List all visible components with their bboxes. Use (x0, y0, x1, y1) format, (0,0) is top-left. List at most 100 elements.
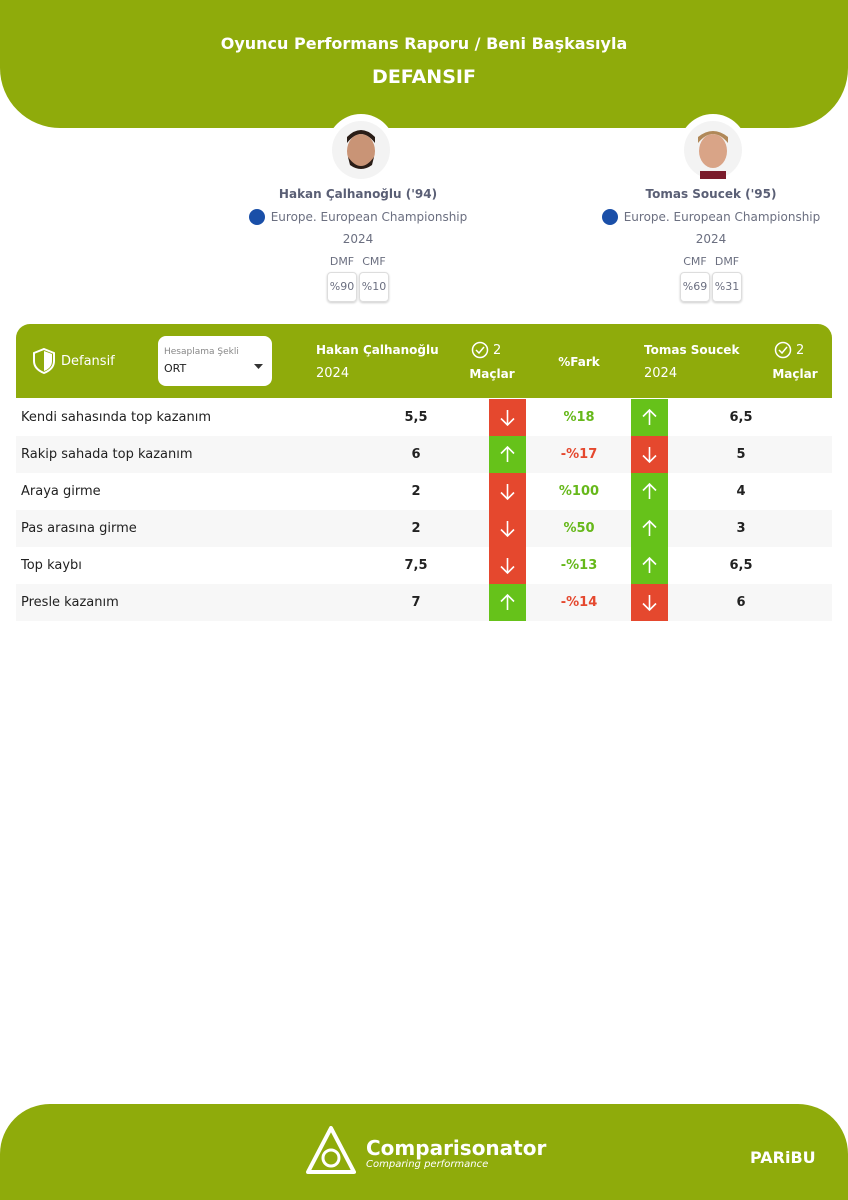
difference: -%17 (560, 447, 598, 462)
arrow-icon (642, 519, 657, 536)
arrow-icon (500, 484, 515, 501)
value: 2 (411, 521, 421, 536)
value: 7,5 (404, 558, 428, 573)
shield-icon (33, 348, 55, 374)
player-card: Tomas Soucek ('95) Europe. European Champ… (561, 187, 848, 302)
value: 6,5 (729, 558, 753, 573)
section-label: Defansif (61, 354, 115, 369)
flag-icon (601, 209, 618, 225)
table-row: Araya girme 2 %100 4 (16, 473, 832, 510)
arrow-icon (500, 410, 515, 427)
table-row: Presle kazanım 7 -%14 6 (16, 584, 832, 621)
arrow-up (631, 510, 668, 547)
table-row: Kendi sahasında top kazanım 5,5 %18 6,5 (16, 399, 832, 436)
table-header (16, 324, 832, 398)
value: 6 (736, 595, 746, 610)
arrow-icon (500, 445, 515, 462)
table-row: Pas arasına girme 2 %50 3 (16, 510, 832, 547)
season: 2024 (695, 232, 727, 246)
table-row: Top kaybı 7,5 -%13 6,5 (16, 547, 832, 584)
arrow-icon (500, 558, 515, 575)
arrow-up (631, 473, 668, 510)
sponsor: PARiBU (750, 1148, 816, 1167)
matches-count: 2 (493, 343, 502, 358)
avatar (679, 114, 747, 182)
dropdown[interactable]: Hesaplama Şekli ORT (158, 336, 272, 386)
value: 5,5 (404, 410, 428, 425)
flag-icon (248, 209, 265, 225)
arrow-up (631, 547, 668, 584)
positions: DMF CMF (208, 254, 508, 268)
table-row: Rakip sahada top kazanım 6 -%17 5 (16, 436, 832, 473)
arrow-icon (500, 593, 515, 610)
report-subtitle: DEFANSIF (372, 66, 476, 88)
position-share: %90 (327, 272, 357, 302)
season: 2024 (342, 232, 374, 246)
position-share: %69 (680, 272, 710, 302)
value: 6,5 (729, 410, 753, 425)
difference: -%13 (560, 558, 598, 573)
dropdown-label: Hesaplama Şekli (164, 347, 239, 357)
brand: Comparisonator (366, 1136, 547, 1160)
position-share: %10 (359, 272, 389, 302)
difference: %50 (563, 521, 595, 536)
value: 3 (736, 521, 746, 536)
arrow-icon (642, 556, 657, 573)
arrow-down (489, 473, 526, 510)
player-card: Hakan Çalhanoğlu ('94) Europe. European C… (208, 187, 508, 302)
player-name: Hakan Çalhanoğlu ('94) (278, 187, 438, 201)
caret (254, 364, 263, 369)
arrow-down (631, 584, 668, 621)
competition-name: Europe. European Championship (270, 210, 468, 224)
metric-label: Top kaybı (21, 558, 82, 573)
value: 5 (736, 447, 746, 462)
column-player: Hakan Çalhanoğlu (316, 343, 439, 357)
arrow-icon (642, 408, 657, 425)
arrow-up (489, 584, 526, 621)
shares: %69 %31 (561, 268, 848, 302)
arrow-up (631, 399, 668, 436)
position: CMF (683, 255, 707, 268)
avatar (327, 114, 395, 182)
metric-label: Presle kazanım (21, 595, 119, 610)
competition-name: Europe. European Championship (623, 210, 821, 224)
value: 6 (411, 447, 421, 462)
report-title: Oyuncu Performans Raporu / Beni Başkasıy… (220, 34, 628, 53)
player-name: Tomas Soucek ('95) (645, 187, 777, 201)
matches-label: Maçlar (469, 367, 515, 381)
header (0, 0, 848, 128)
arrow-down (631, 436, 668, 473)
metric-label: Kendi sahasında top kazanım (21, 410, 212, 425)
diff-header: %Fark (558, 355, 600, 369)
column-player: Tomas Soucek (644, 343, 740, 357)
value: 4 (736, 484, 746, 499)
tagline: Comparing performance (366, 1159, 489, 1170)
arrow-icon (642, 595, 657, 612)
difference: %18 (563, 410, 595, 425)
arrow-icon (642, 447, 657, 464)
arrow-down (489, 510, 526, 547)
footer (0, 1104, 848, 1200)
shares: %90 %10 (208, 268, 508, 302)
competition: Europe. European Championship (208, 209, 508, 232)
column-season: 2024 (644, 366, 678, 381)
position: CMF (362, 255, 386, 268)
arrow-up (489, 436, 526, 473)
column-season: 2024 (316, 366, 350, 381)
metric-label: Rakip sahada top kazanım (21, 447, 193, 462)
value: 2 (411, 484, 421, 499)
position: DMF (714, 255, 740, 268)
position-share: %31 (712, 272, 742, 302)
check-icon (471, 341, 489, 359)
dropdown-value: ORT (164, 362, 187, 375)
matches-label: Maçlar (772, 367, 818, 381)
matches-count: 2 (796, 343, 805, 358)
arrow-down (489, 547, 526, 584)
positions: CMF DMF (561, 254, 848, 268)
competition: Europe. European Championship (561, 209, 848, 232)
value: 7 (411, 595, 421, 610)
difference: %100 (558, 484, 600, 499)
difference: -%14 (560, 595, 598, 610)
metric-label: Pas arasına girme (21, 521, 137, 536)
